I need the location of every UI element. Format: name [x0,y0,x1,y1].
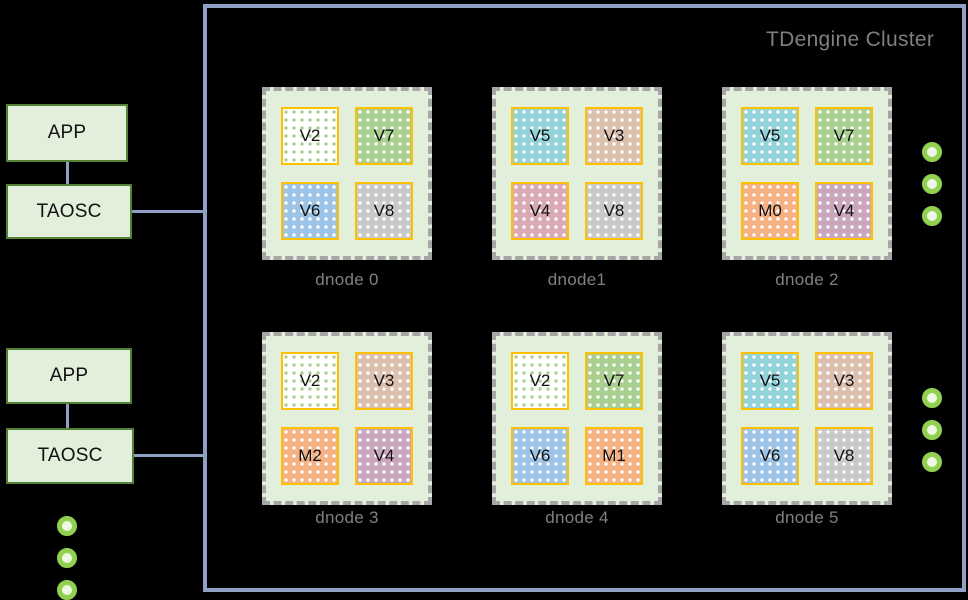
cell-label: V8 [833,446,855,465]
ellipsis-dnode-row-1 [922,142,944,226]
vnode-cell[interactable]: V7 [355,107,413,165]
cell-label: V5 [759,126,781,145]
mnode-cell[interactable]: M2 [281,427,339,485]
cell-label: V4 [373,446,395,465]
dnode-0[interactable]: V2 V7 V6 V8 [262,87,432,260]
connector-app1-to-taosc1 [66,162,69,184]
vnode-cell[interactable]: V8 [815,427,873,485]
ellipsis-dot [922,452,942,472]
ellipsis-clients [57,516,79,600]
taosc-box-2[interactable]: TAOSC [6,428,134,484]
cell-label: V7 [373,126,395,145]
cell-label: V2 [299,371,321,390]
vnode-cell[interactable]: V2 [511,352,569,410]
ellipsis-dot [57,516,77,536]
cell-label: V2 [529,371,551,390]
dnode-5[interactable]: V5 V3 V6 V8 [722,332,892,505]
ellipsis-dot [922,206,942,226]
dnode-0-cell-grid: V2 V7 V6 V8 [266,91,428,256]
vnode-cell[interactable]: V3 [815,352,873,410]
dnode-5-cell-grid: V5 V3 V6 V8 [726,336,888,501]
vnode-cell[interactable]: V7 [585,352,643,410]
dnode-4-label: dnode 4 [545,508,609,527]
cell-label: V5 [529,126,551,145]
dnode-3[interactable]: V2 V3 M2 V4 [262,332,432,505]
dnode-1-cell-grid: V5 V3 V4 V8 [496,91,658,256]
vnode-cell[interactable]: V2 [281,352,339,410]
connector-taosc2-to-cluster [134,454,205,457]
cell-label: M2 [298,446,322,465]
cell-label: V2 [299,126,321,145]
vnode-cell[interactable]: V2 [281,107,339,165]
vnode-cell[interactable]: V3 [585,107,643,165]
vnode-cell[interactable]: V5 [741,352,799,410]
cell-label: V8 [603,201,625,220]
ellipsis-dot [922,388,942,408]
dnode-5-label: dnode 5 [775,508,839,527]
vnode-cell[interactable]: V8 [355,182,413,240]
cell-label: V5 [759,371,781,390]
cell-label: V3 [833,371,855,390]
ellipsis-dot [57,548,77,568]
mnode-cell[interactable]: M1 [585,427,643,485]
ellipsis-dot [922,142,942,162]
vnode-cell[interactable]: V5 [511,107,569,165]
ellipsis-dot [922,420,942,440]
vnode-cell[interactable]: V6 [511,427,569,485]
cell-label: V7 [603,371,625,390]
dnode-4[interactable]: V2 V7 V6 M1 [492,332,662,505]
vnode-cell[interactable]: V6 [281,182,339,240]
cell-label: V3 [373,371,395,390]
vnode-cell[interactable]: V6 [741,427,799,485]
cell-label: V8 [373,201,395,220]
ellipsis-dnode-row-2 [922,388,944,472]
vnode-cell[interactable]: V4 [511,182,569,240]
connector-taosc1-to-cluster [132,210,205,213]
vnode-cell[interactable]: V5 [741,107,799,165]
dnode-1[interactable]: V5 V3 V4 V8 [492,87,662,260]
vnode-cell[interactable]: V4 [815,182,873,240]
dnode-1-label: dnode1 [547,270,607,289]
ellipsis-dot [57,580,77,600]
cell-label: M0 [758,201,782,220]
vnode-cell[interactable]: V8 [585,182,643,240]
cluster-boundary [203,4,966,592]
cell-label: M1 [602,446,626,465]
cell-label: V6 [759,446,781,465]
cluster-title: TDengine Cluster [766,28,935,51]
cell-label: V7 [833,126,855,145]
dnode-2-label: dnode 2 [775,270,839,289]
dnode-4-cell-grid: V2 V7 V6 M1 [496,336,658,501]
vnode-cell[interactable]: V4 [355,427,413,485]
vnode-cell[interactable]: V3 [355,352,413,410]
ellipsis-dot [922,174,942,194]
dnode-2-cell-grid: V5 V7 M0 V4 [726,91,888,256]
app-box-2[interactable]: APP [6,348,132,404]
cell-label: V3 [603,126,625,145]
cell-label: V6 [529,446,551,465]
dnode-2[interactable]: V5 V7 M0 V4 [722,87,892,260]
vnode-cell[interactable]: V7 [815,107,873,165]
connector-app2-to-taosc2 [66,404,69,428]
app-box-1[interactable]: APP [6,104,128,162]
cell-label: V6 [299,201,321,220]
dnode-3-cell-grid: V2 V3 M2 V4 [266,336,428,501]
cell-label: V4 [529,201,551,220]
dnode-3-label: dnode 3 [315,508,379,527]
dnode-0-label: dnode 0 [315,270,379,289]
cell-label: V4 [833,201,855,220]
mnode-cell[interactable]: M0 [741,182,799,240]
taosc-box-1[interactable]: TAOSC [6,184,132,239]
